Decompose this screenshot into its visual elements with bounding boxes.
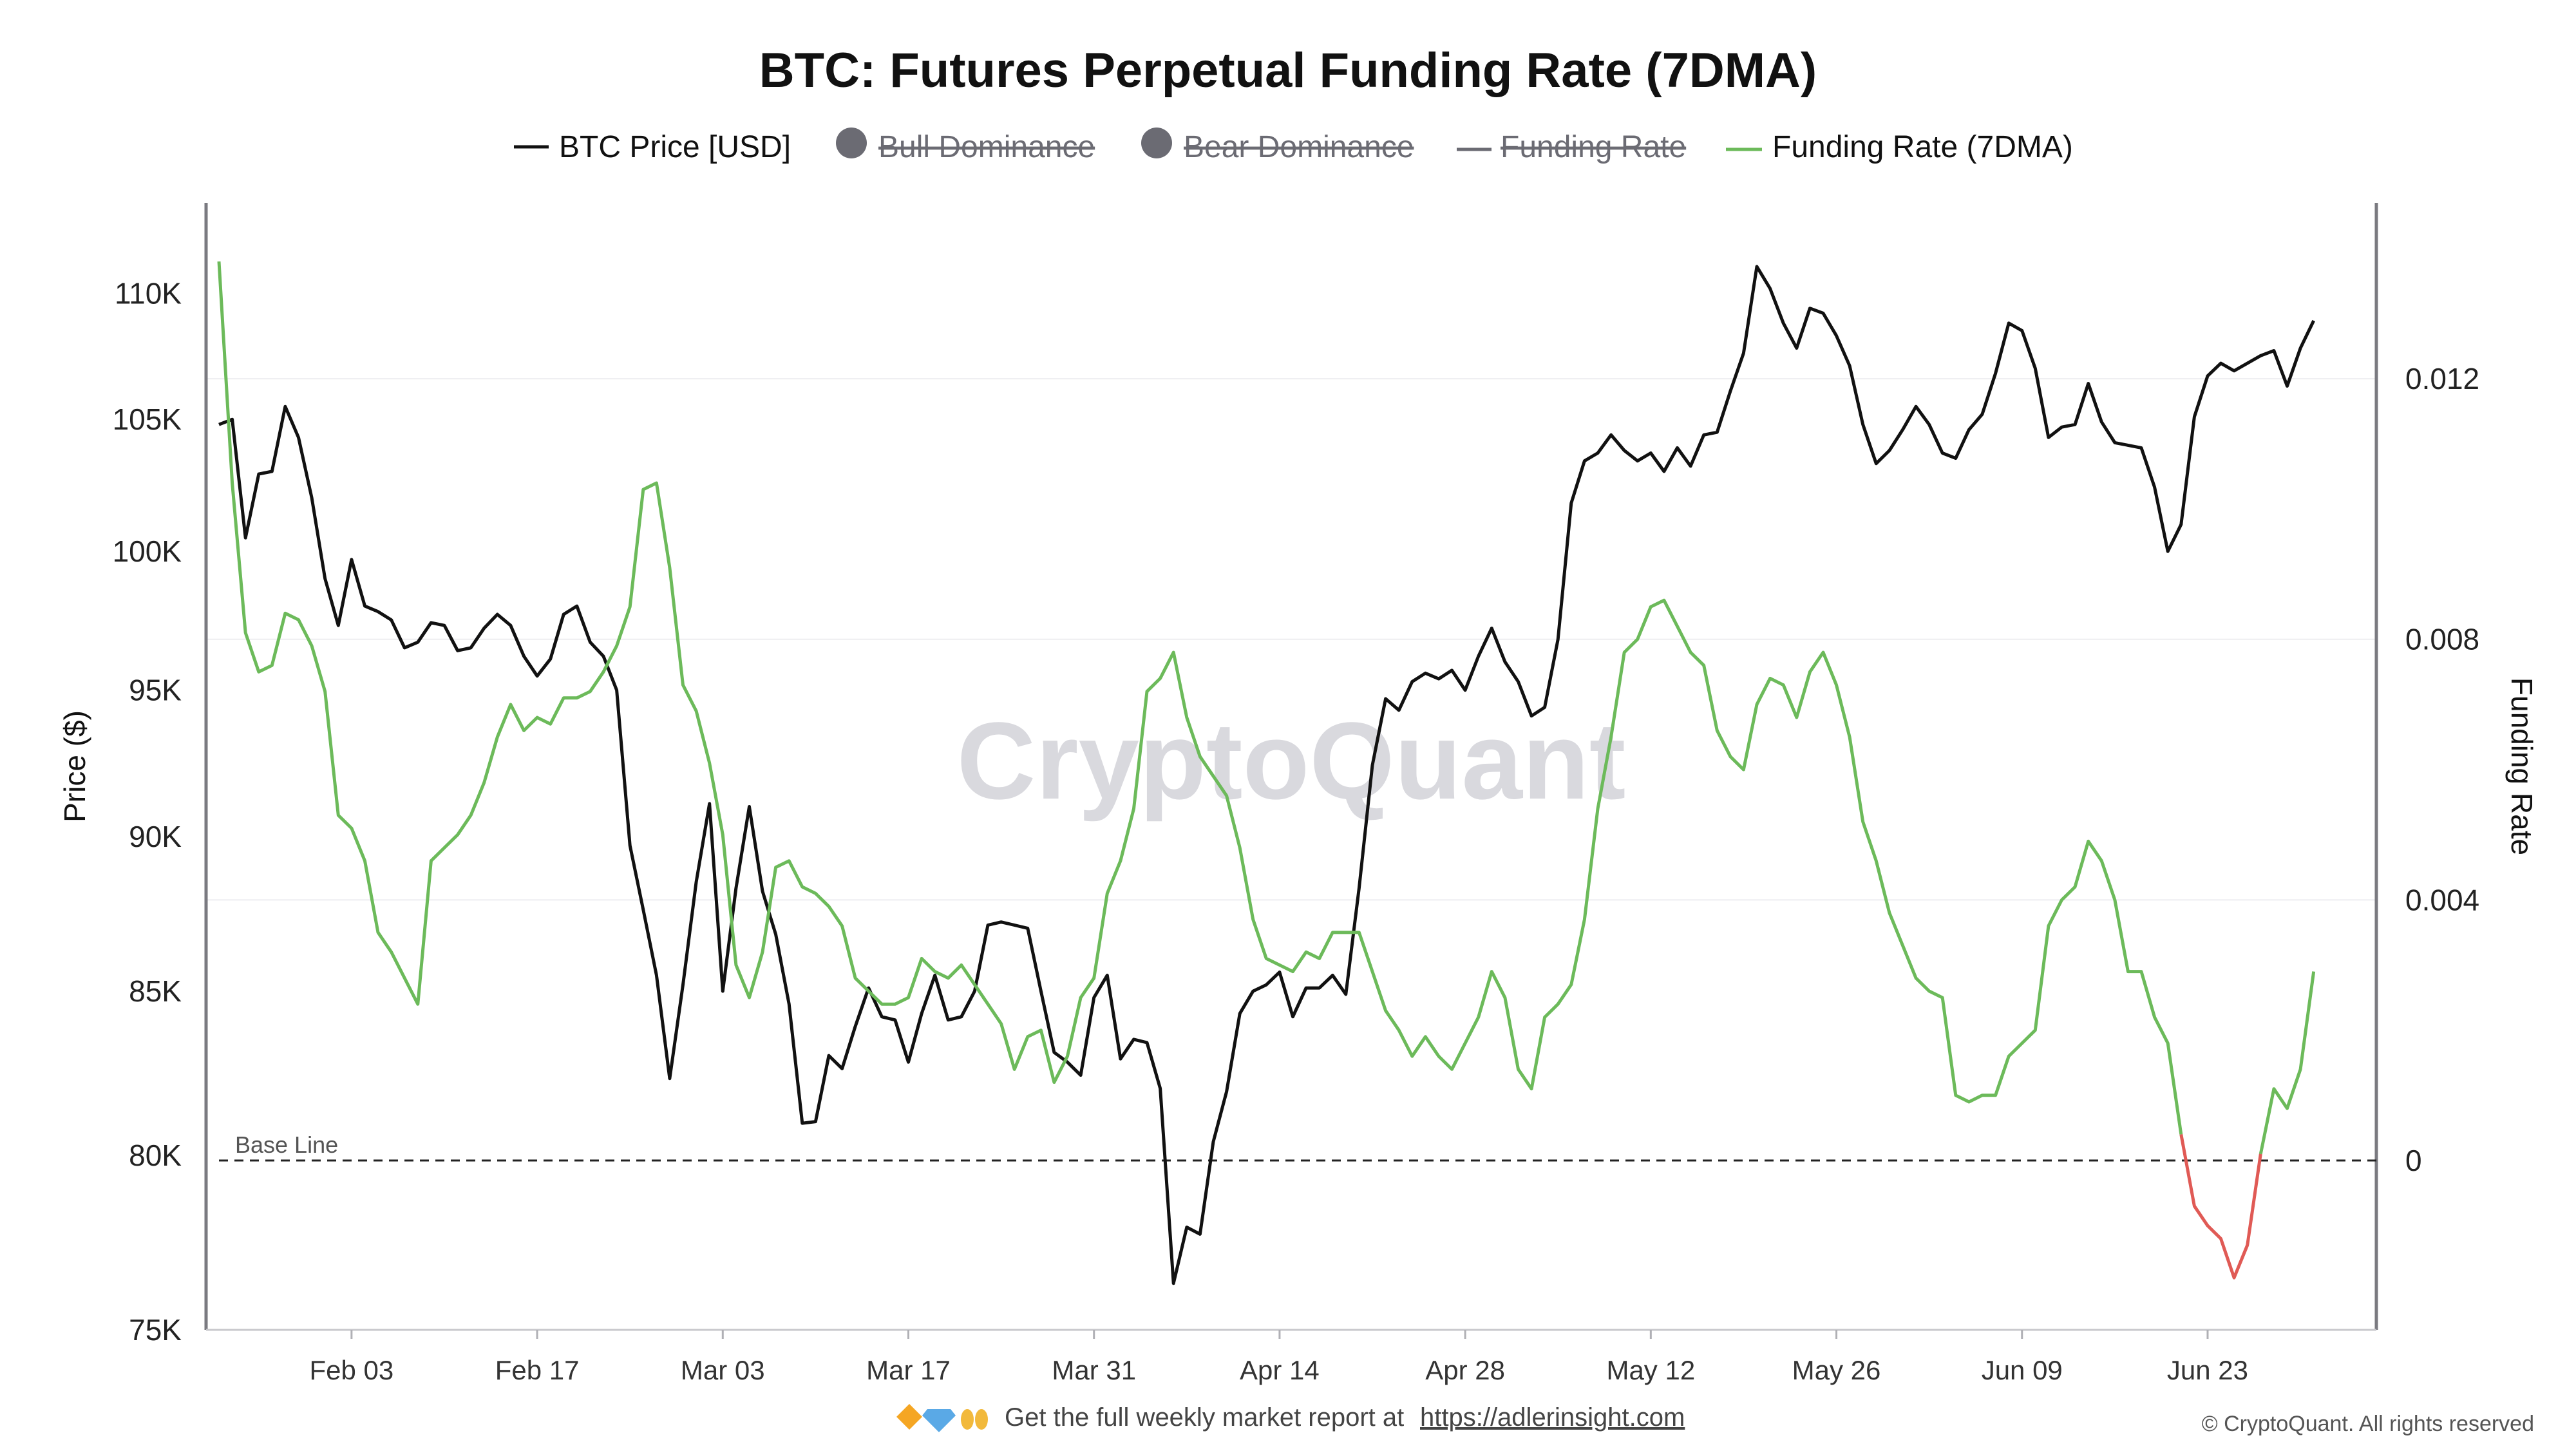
x-tick-label: Jun 09 bbox=[1982, 1355, 2063, 1385]
axes bbox=[204, 203, 2378, 1331]
legend-dot-bull-dominance bbox=[836, 128, 867, 158]
footer: Get the full weekly market report at htt… bbox=[896, 1403, 2534, 1436]
legend-item-bear-dominance[interactable]: Bear Dominance bbox=[1141, 128, 1414, 164]
footer-text: Get the full weekly market report at bbox=[1005, 1403, 1404, 1432]
gem-icon bbox=[922, 1409, 956, 1432]
series-layer bbox=[217, 261, 2316, 1285]
series-line-funding-rate-7dma bbox=[217, 261, 2183, 1135]
legend-label-bear-dominance: Bear Dominance bbox=[1184, 130, 1414, 164]
left-tick-label: 95K bbox=[129, 674, 182, 707]
copyright: © CryptoQuant. All rights reserved bbox=[2202, 1412, 2534, 1436]
x-tick-label: Feb 03 bbox=[309, 1355, 393, 1385]
footer-emoji bbox=[896, 1404, 988, 1432]
left-tick-label: 100K bbox=[113, 535, 182, 568]
x-tick-label: Apr 14 bbox=[1240, 1355, 1320, 1385]
watermark: CryptoQuant bbox=[957, 700, 1626, 822]
left-axis-title: Price ($) bbox=[58, 710, 91, 822]
grid bbox=[206, 378, 2376, 901]
series-line-btc-price bbox=[218, 265, 2315, 1285]
legend-label-funding-rate-7dma: Funding Rate (7DMA) bbox=[1772, 130, 2073, 164]
right-axis-title: Funding Rate bbox=[2505, 677, 2539, 855]
x-tick-label: Feb 17 bbox=[495, 1355, 580, 1385]
left-tick-label: 105K bbox=[113, 402, 182, 436]
chart-title: BTC: Futures Perpetual Funding Rate (7DM… bbox=[759, 43, 1817, 98]
left-axis-ticks: 75K 80K 85K 90K 95K 100K 105K 110K bbox=[113, 277, 182, 1347]
x-axis-ticks: Feb 03 Feb 17 Mar 03 Mar 17 Mar 31 Apr 14 Apr … bbox=[309, 1330, 2248, 1385]
right-axis-ticks: 0 0.004 0.008 0.012 bbox=[2405, 362, 2479, 1177]
raised-hands-icon bbox=[961, 1409, 988, 1430]
footer-link[interactable]: https://adlerinsight.com bbox=[1420, 1403, 1685, 1432]
series-line-funding-rate-7dma bbox=[2259, 971, 2316, 1155]
baseline: Base Line bbox=[219, 1132, 2376, 1162]
x-tick-label: Jun 23 bbox=[2167, 1355, 2248, 1385]
orange-diamond-icon bbox=[896, 1404, 922, 1430]
legend-label-bull-dominance: Bull Dominance bbox=[878, 130, 1095, 164]
left-tick-label: 90K bbox=[129, 820, 182, 853]
right-tick-label: 0 bbox=[2405, 1144, 2422, 1177]
legend-item-funding-rate[interactable]: Funding Rate bbox=[1457, 130, 1686, 164]
x-tick-label: May 26 bbox=[1792, 1355, 1881, 1385]
x-tick-label: Mar 03 bbox=[681, 1355, 765, 1385]
x-tick-label: Apr 28 bbox=[1425, 1355, 1505, 1385]
left-tick-label: 85K bbox=[129, 974, 182, 1008]
x-tick-label: May 12 bbox=[1606, 1355, 1695, 1385]
left-tick-label: 75K bbox=[129, 1313, 182, 1347]
right-tick-label: 0.004 bbox=[2405, 883, 2479, 916]
left-tick-label: 110K bbox=[115, 277, 182, 310]
right-tick-label: 0.012 bbox=[2405, 362, 2479, 395]
legend[interactable]: BTC Price [USD] Bull Dominance Bear Domi… bbox=[514, 128, 2073, 164]
right-tick-label: 0.008 bbox=[2405, 623, 2479, 656]
legend-label-btc-price: BTC Price [USD] bbox=[559, 130, 791, 164]
legend-dot-bear-dominance bbox=[1141, 128, 1172, 158]
legend-item-bull-dominance[interactable]: Bull Dominance bbox=[836, 128, 1095, 164]
legend-label-funding-rate: Funding Rate bbox=[1501, 130, 1686, 164]
x-tick-label: Mar 17 bbox=[866, 1355, 951, 1385]
baseline-label: Base Line bbox=[235, 1132, 338, 1158]
left-tick-label: 80K bbox=[129, 1139, 182, 1172]
legend-item-funding-rate-7dma[interactable]: Funding Rate (7DMA) bbox=[1726, 130, 2073, 164]
series-line-funding-rate-7dma-negative bbox=[2179, 1134, 2262, 1280]
legend-item-btc-price[interactable]: BTC Price [USD] bbox=[514, 130, 791, 164]
x-tick-label: Mar 31 bbox=[1052, 1355, 1136, 1385]
